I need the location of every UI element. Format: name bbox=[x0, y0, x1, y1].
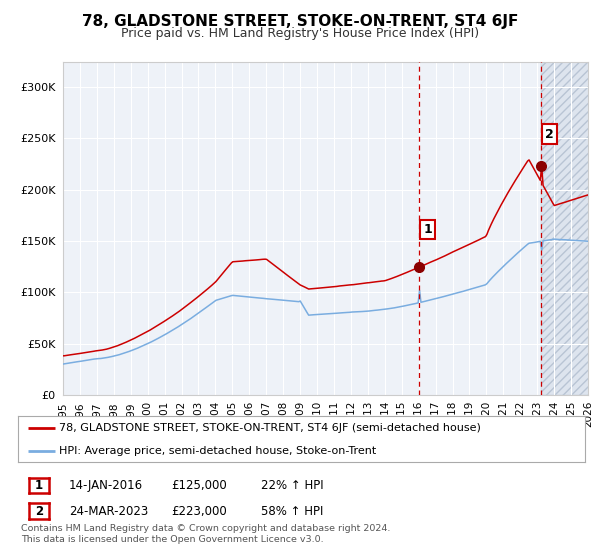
Bar bbox=[541, 62, 596, 395]
Text: HPI: Average price, semi-detached house, Stoke-on-Trent: HPI: Average price, semi-detached house,… bbox=[59, 446, 377, 456]
Text: 78, GLADSTONE STREET, STOKE-ON-TRENT, ST4 6JF: 78, GLADSTONE STREET, STOKE-ON-TRENT, ST… bbox=[82, 14, 518, 29]
Text: 1: 1 bbox=[424, 223, 433, 236]
Text: 14-JAN-2016: 14-JAN-2016 bbox=[69, 479, 143, 492]
Text: 24-MAR-2023: 24-MAR-2023 bbox=[69, 505, 148, 518]
Text: 1: 1 bbox=[35, 479, 43, 492]
Text: 22% ↑ HPI: 22% ↑ HPI bbox=[261, 479, 323, 492]
Bar bbox=[541, 62, 596, 395]
Text: £223,000: £223,000 bbox=[171, 505, 227, 518]
Text: £125,000: £125,000 bbox=[171, 479, 227, 492]
Text: 2: 2 bbox=[35, 505, 43, 518]
Text: 78, GLADSTONE STREET, STOKE-ON-TRENT, ST4 6JF (semi-detached house): 78, GLADSTONE STREET, STOKE-ON-TRENT, ST… bbox=[59, 423, 481, 433]
Text: 58% ↑ HPI: 58% ↑ HPI bbox=[261, 505, 323, 518]
Text: Contains HM Land Registry data © Crown copyright and database right 2024.
This d: Contains HM Land Registry data © Crown c… bbox=[21, 524, 391, 544]
Text: 2: 2 bbox=[545, 128, 554, 141]
Text: Price paid vs. HM Land Registry's House Price Index (HPI): Price paid vs. HM Land Registry's House … bbox=[121, 27, 479, 40]
